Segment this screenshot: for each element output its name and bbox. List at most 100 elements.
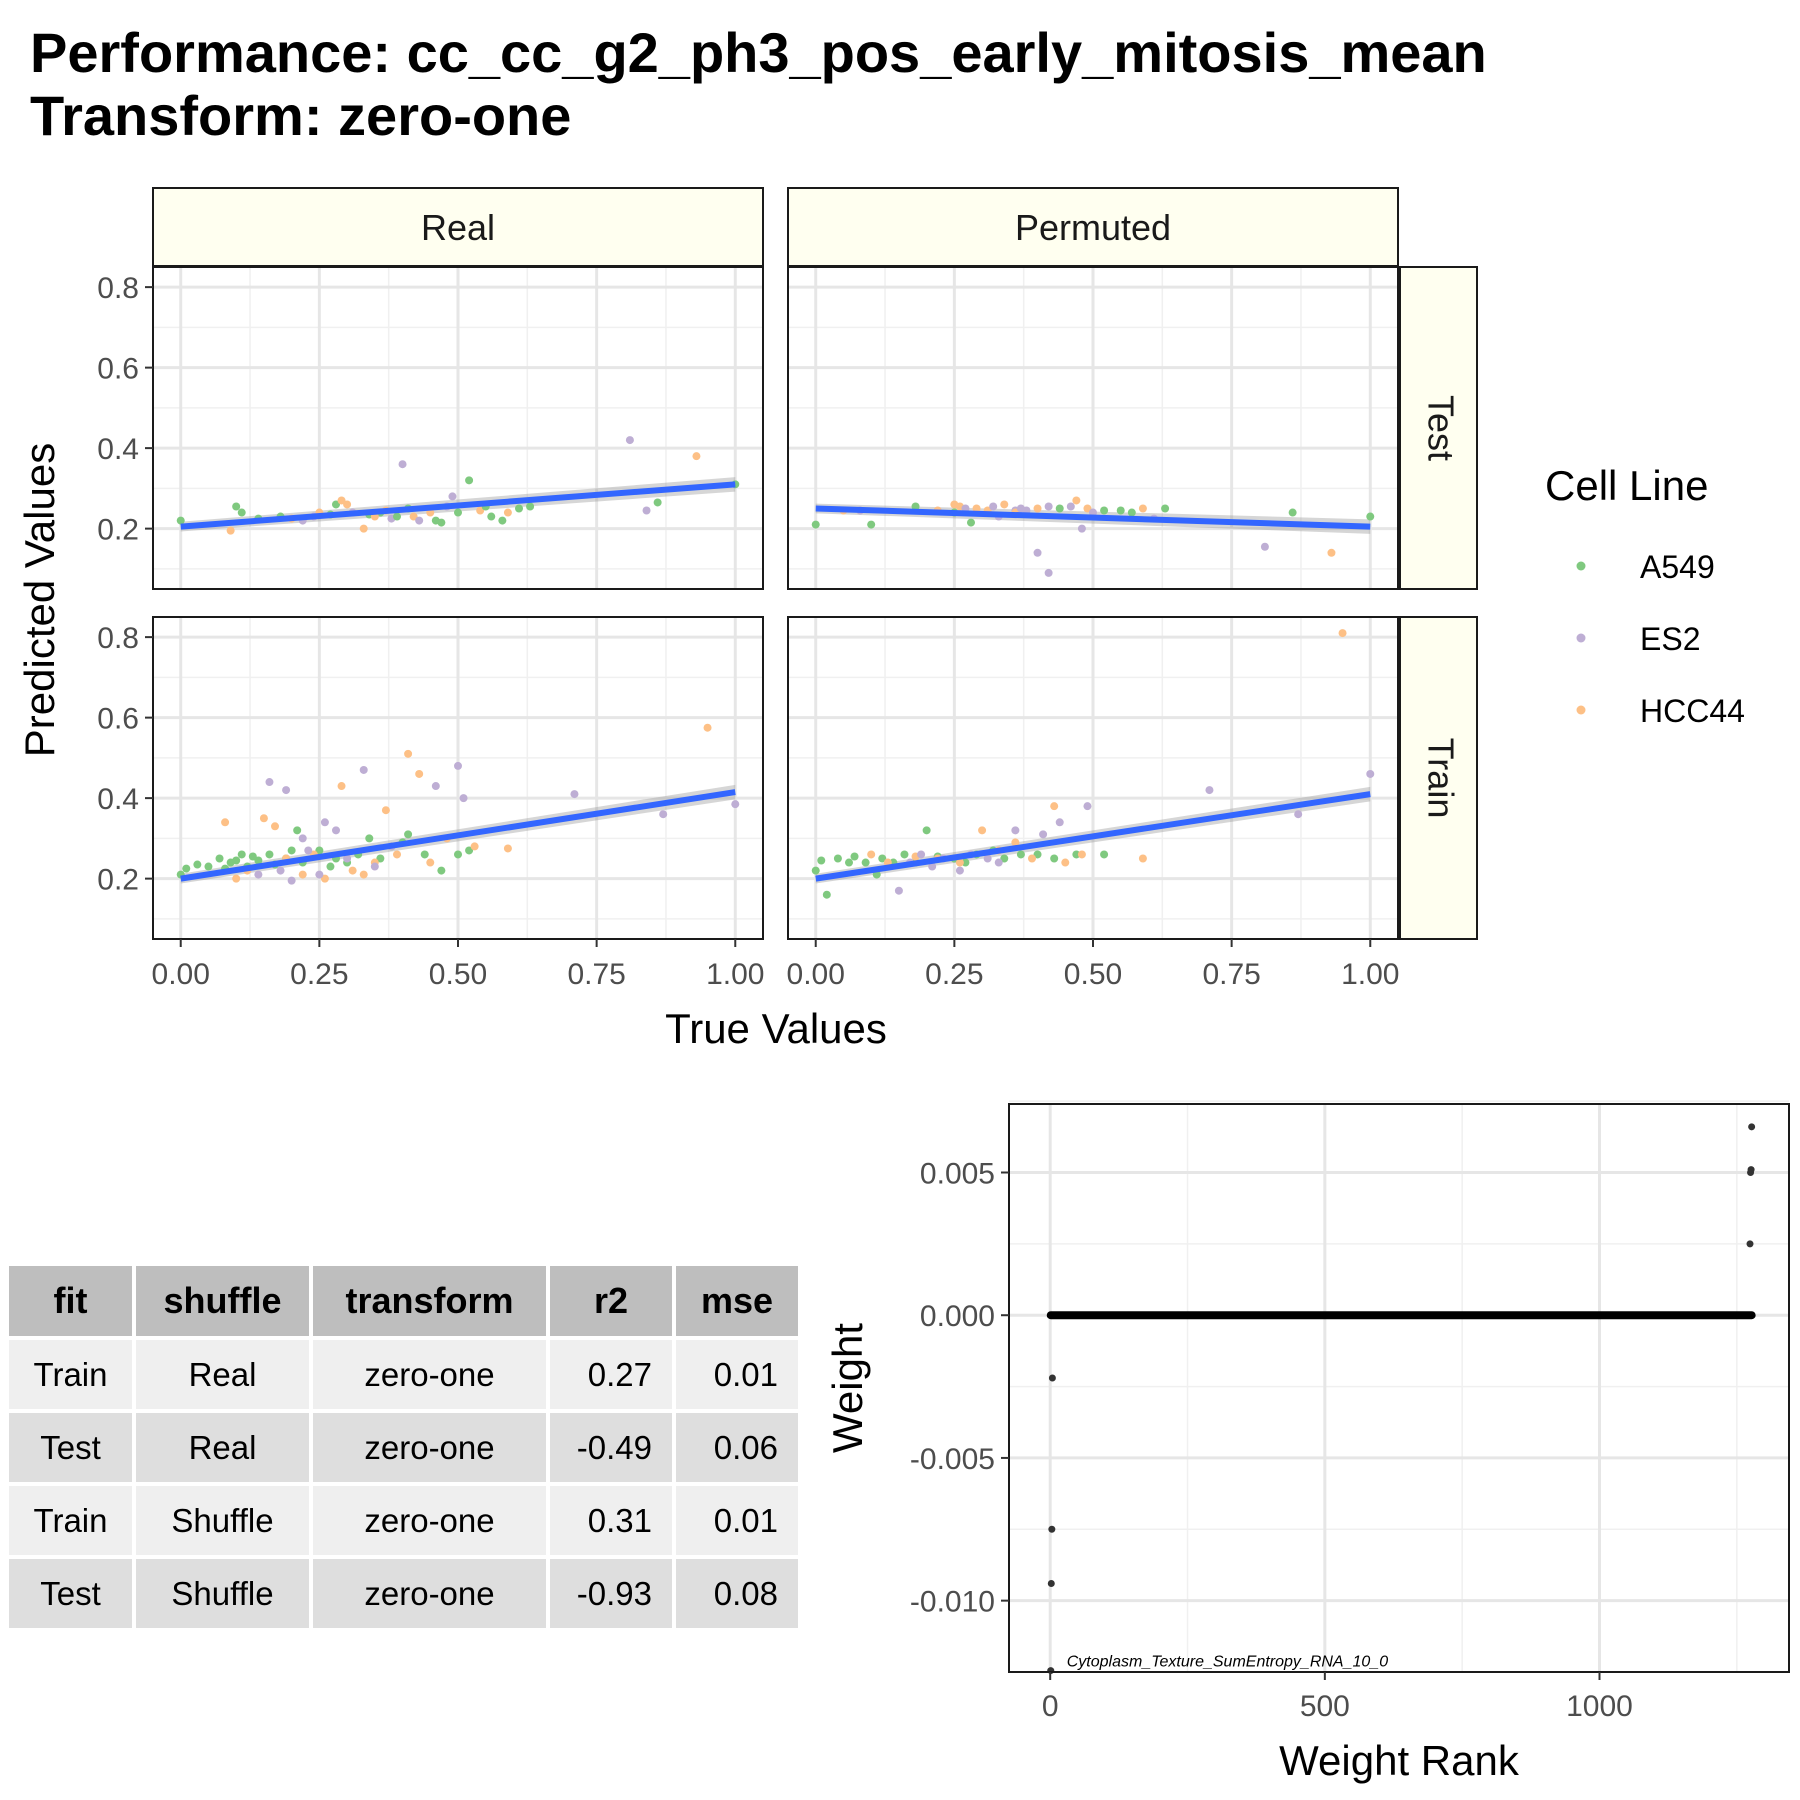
data-point-a549 bbox=[811, 866, 820, 875]
table-cell-r2: 0.27 bbox=[550, 1340, 672, 1409]
data-point-hcc44 bbox=[426, 858, 435, 867]
data-point-hcc44 bbox=[1033, 504, 1042, 513]
data-point-es2 bbox=[265, 778, 274, 787]
data-point-es2 bbox=[1044, 568, 1053, 577]
data-point-a549 bbox=[315, 846, 324, 855]
data-point-a549 bbox=[193, 860, 202, 869]
data-point-es2 bbox=[917, 850, 926, 859]
data-point-a549 bbox=[817, 856, 826, 865]
legend-key-es2 bbox=[1576, 633, 1586, 643]
table-cell-fit: Test bbox=[9, 1559, 132, 1628]
data-point-es2 bbox=[994, 858, 1003, 867]
data-point-a549 bbox=[850, 852, 859, 861]
data-point-a549 bbox=[1127, 508, 1136, 517]
table-cell-mse: 0.01 bbox=[676, 1486, 798, 1555]
panel-real-train bbox=[152, 616, 764, 940]
data-point-es2 bbox=[304, 846, 313, 855]
x-axis-title: True Values bbox=[665, 1005, 887, 1052]
data-point-a549 bbox=[911, 502, 920, 511]
fit-line bbox=[815, 505, 1371, 530]
data-point-a549 bbox=[454, 508, 462, 517]
data-point-a549 bbox=[454, 850, 462, 859]
y-axis-title: Predicted Values bbox=[16, 443, 63, 757]
data-point-a549 bbox=[845, 858, 853, 867]
y-tick-label: 0.8 bbox=[97, 622, 139, 655]
data-point-a549 bbox=[254, 856, 263, 865]
table-cell-transform: zero-one bbox=[313, 1340, 546, 1409]
data-point-hcc44 bbox=[393, 850, 401, 859]
data-point-es2 bbox=[298, 834, 307, 843]
data-point-es2 bbox=[642, 506, 651, 515]
strip-label-real: Real bbox=[421, 207, 495, 248]
data-point-hcc44 bbox=[404, 749, 413, 758]
data-point-hcc44 bbox=[1061, 858, 1070, 867]
y-axis-title: Weight bbox=[824, 1323, 871, 1453]
data-point-a549 bbox=[1016, 850, 1025, 859]
data-point-hcc44 bbox=[415, 769, 424, 778]
x-tick-label: 0.50 bbox=[1064, 958, 1122, 991]
data-point-es2 bbox=[625, 436, 634, 445]
data-point-a549 bbox=[437, 866, 446, 875]
data-point-hcc44 bbox=[320, 874, 329, 883]
data-point-a549 bbox=[487, 512, 496, 521]
table-cell-r2: -0.49 bbox=[550, 1413, 672, 1482]
data-point-a549 bbox=[1033, 850, 1042, 859]
x-tick-label: 0 bbox=[1042, 1690, 1059, 1723]
table-cell-shuffle: Shuffle bbox=[136, 1559, 309, 1628]
data-point-es2 bbox=[398, 460, 407, 469]
data-point-a549 bbox=[861, 858, 870, 867]
data-point-es2 bbox=[448, 492, 457, 501]
weight-panel-background bbox=[1009, 1104, 1789, 1672]
data-point-es2 bbox=[1055, 818, 1064, 827]
data-point-es2 bbox=[254, 870, 263, 879]
strip-test bbox=[1399, 266, 1478, 590]
data-point-a549 bbox=[833, 854, 842, 863]
data-point-es2 bbox=[332, 826, 340, 835]
data-point-hcc44 bbox=[1138, 504, 1147, 513]
x-tick-label: 0.75 bbox=[1202, 958, 1260, 991]
data-point-es2 bbox=[282, 786, 291, 795]
data-point-a549 bbox=[878, 854, 887, 863]
data-point-a549 bbox=[293, 826, 302, 835]
data-point-a549 bbox=[465, 846, 474, 855]
data-point-a549 bbox=[237, 850, 246, 859]
data-point-es2 bbox=[659, 810, 668, 819]
panel-border bbox=[787, 266, 1399, 590]
data-point-a549 bbox=[376, 854, 385, 863]
data-point-a549 bbox=[420, 850, 429, 859]
panel-border bbox=[152, 266, 764, 590]
table-cell-mse: 0.06 bbox=[676, 1413, 798, 1482]
data-point-a549 bbox=[232, 856, 241, 865]
y-tick-label: 0.6 bbox=[97, 703, 139, 736]
table-cell-shuffle: Shuffle bbox=[136, 1486, 309, 1555]
data-point-a549 bbox=[365, 834, 374, 843]
x-tick-label: 0.00 bbox=[152, 958, 210, 991]
data-point-es2 bbox=[415, 516, 424, 525]
top-feature-annotation: Cytoplasm_Texture_SumEntropy_RNA_10_0 bbox=[1067, 1654, 1388, 1671]
table-cell-transform: zero-one bbox=[313, 1559, 546, 1628]
data-point-hcc44 bbox=[359, 870, 368, 879]
data-point-a549 bbox=[404, 830, 413, 839]
data-point-a549 bbox=[326, 862, 335, 871]
x-tick-label: 1.00 bbox=[1341, 958, 1399, 991]
data-point-a549 bbox=[287, 846, 296, 855]
legend-label-a549: A549 bbox=[1640, 549, 1715, 585]
data-point-a549 bbox=[1100, 850, 1109, 859]
x-tick-label: 0.50 bbox=[429, 958, 487, 991]
data-point-a549 bbox=[515, 504, 523, 513]
strip-label-permuted: Permuted bbox=[1015, 207, 1171, 248]
weight-point bbox=[1747, 1166, 1755, 1174]
table-cell-fit: Train bbox=[9, 1486, 132, 1555]
data-point-a549 bbox=[437, 518, 446, 527]
column-header-mse: mse bbox=[676, 1266, 798, 1336]
data-point-es2 bbox=[1205, 786, 1214, 795]
column-header-fit: fit bbox=[9, 1266, 132, 1336]
data-point-a549 bbox=[526, 502, 535, 511]
panel-permuted-test bbox=[787, 266, 1399, 590]
weight-rank-chart: Cytoplasm_Texture_SumEntropy_RNA_10_0 0.0… bbox=[824, 1100, 1790, 1784]
x-tick-label: 0.00 bbox=[787, 958, 845, 991]
data-point-es2 bbox=[983, 854, 992, 863]
legend-key-a549 bbox=[1576, 561, 1586, 571]
data-point-es2 bbox=[955, 866, 964, 875]
data-point-a549 bbox=[867, 520, 876, 529]
